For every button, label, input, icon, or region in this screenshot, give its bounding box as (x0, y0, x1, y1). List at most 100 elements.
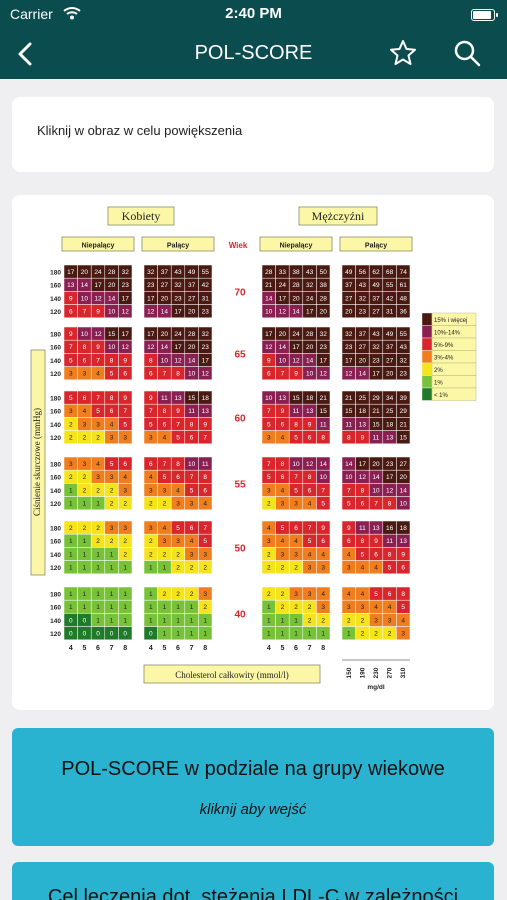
risk-cell (198, 496, 213, 511)
risk-value: 0 (69, 631, 73, 638)
risk-value: 1 (69, 551, 73, 558)
risk-value: 8 (83, 344, 87, 351)
favorite-star-icon[interactable] (388, 38, 418, 68)
chol-mmol-tick: 5 (82, 645, 86, 652)
ldl-target-button[interactable]: Cel leczenia dot. stężenia LDL-C w zależ… (12, 862, 494, 900)
risk-value: 23 (345, 344, 353, 351)
risk-value: 4 (149, 474, 153, 481)
risk-value: 1 (294, 617, 298, 624)
risk-value: 3 (203, 551, 207, 558)
risk-value: 10 (108, 309, 116, 316)
risk-value: 6 (388, 591, 392, 598)
risk-value: 4 (294, 538, 298, 545)
risk-value: 4 (110, 421, 114, 428)
pol-score-chart-card[interactable]: Kobiety Mężczyźni Niepalący Palący Niepalący… (12, 195, 494, 710)
risk-value: 0 (96, 631, 100, 638)
risk-value: 4 (267, 525, 271, 532)
risk-value: 7 (203, 435, 207, 442)
risk-value: 2 (267, 501, 271, 508)
risk-value: 1 (163, 631, 167, 638)
risk-value: 1 (149, 604, 153, 611)
status-bar: Carrier 2:40 PM (0, 0, 507, 30)
risk-value: 12 (345, 371, 353, 378)
risk-cell (118, 304, 133, 319)
risk-value: 17 (265, 331, 273, 338)
risk-value: 15 (320, 408, 328, 415)
risk-value: 10 (81, 331, 89, 338)
risk-value: 3 (190, 501, 194, 508)
risk-value: 49 (386, 331, 394, 338)
legend-label: 5%-9% (434, 343, 454, 349)
risk-value: 3 (294, 551, 298, 558)
risk-value: 10 (108, 344, 116, 351)
risk-value: 8 (190, 421, 194, 428)
risk-cell (316, 560, 331, 575)
risk-value: 3 (123, 435, 127, 442)
risk-cell (316, 496, 331, 511)
risk-value: 33 (279, 269, 287, 276)
back-chevron-icon[interactable] (12, 38, 40, 70)
risk-value: 17 (320, 357, 328, 364)
pol-score-chart[interactable]: Kobiety Mężczyźni Niepalący Palący Niepalący… (12, 195, 494, 710)
risk-value: 37 (359, 331, 367, 338)
risk-value: 20 (320, 309, 328, 316)
risk-value: 1 (203, 617, 207, 624)
risk-value: 18 (202, 395, 210, 402)
risk-value: 14 (81, 282, 89, 289)
risk-value: 9 (149, 395, 153, 402)
risk-value: 61 (400, 282, 408, 289)
risk-value: 4 (281, 435, 285, 442)
risk-cell (118, 496, 133, 511)
risk-value: 2 (388, 631, 392, 638)
risk-value: 38 (320, 282, 328, 289)
subgroup-label: Niepalący (280, 243, 313, 250)
chol-mmol-tick: 4 (267, 645, 271, 652)
risk-value: 3 (83, 371, 87, 378)
age-groups-button[interactable]: POL-SCORE w podziale na grupy wiekowe kl… (12, 728, 494, 846)
risk-value: 2 (83, 487, 87, 494)
risk-value: 9 (294, 371, 298, 378)
risk-value: 17 (147, 295, 155, 302)
subgroup-label: Niepalący (82, 243, 115, 250)
risk-value: 42 (386, 295, 394, 302)
risk-value: 11 (386, 538, 393, 545)
risk-value: 24 (174, 331, 182, 338)
risk-value: 2 (69, 435, 73, 442)
risk-value: 1 (83, 538, 87, 545)
x-axis-label-box (143, 664, 321, 684)
risk-value: 3 (294, 501, 298, 508)
risk-value: 2 (267, 591, 271, 598)
age-label: 50 (234, 543, 246, 554)
y-axis-label-box (30, 349, 46, 576)
risk-value: 5 (281, 525, 285, 532)
risk-value: 10 (306, 371, 314, 378)
search-icon[interactable] (452, 38, 482, 68)
risk-value: 2 (281, 591, 285, 598)
age-label: 40 (234, 609, 246, 620)
risk-value: 32 (372, 344, 380, 351)
risk-value: 0 (110, 631, 114, 638)
risk-value: 23 (147, 282, 155, 289)
risk-value: 7 (123, 408, 127, 415)
risk-value: 13 (359, 421, 367, 428)
risk-value: 32 (400, 357, 408, 364)
risk-value: 6 (190, 525, 194, 532)
risk-value: 17 (174, 309, 182, 316)
risk-value: 1 (69, 538, 73, 545)
risk-value: 36 (400, 309, 408, 316)
risk-value: 0 (83, 617, 87, 624)
risk-value: 1 (267, 631, 271, 638)
risk-value: 6 (176, 474, 180, 481)
page-title: POL-SCORE (194, 42, 313, 64)
sbp-tick-label: 140 (50, 422, 61, 429)
risk-value: 4 (388, 604, 392, 611)
risk-value: 6 (401, 565, 405, 572)
risk-value: 15 (345, 408, 353, 415)
risk-value: 43 (359, 282, 367, 289)
risk-value: 1 (163, 617, 167, 624)
chol-mmol-tick: 7 (308, 645, 312, 652)
risk-value: 7 (347, 487, 351, 494)
risk-value: 37 (386, 344, 394, 351)
risk-value: 1 (176, 617, 180, 624)
risk-value: 43 (372, 331, 380, 338)
